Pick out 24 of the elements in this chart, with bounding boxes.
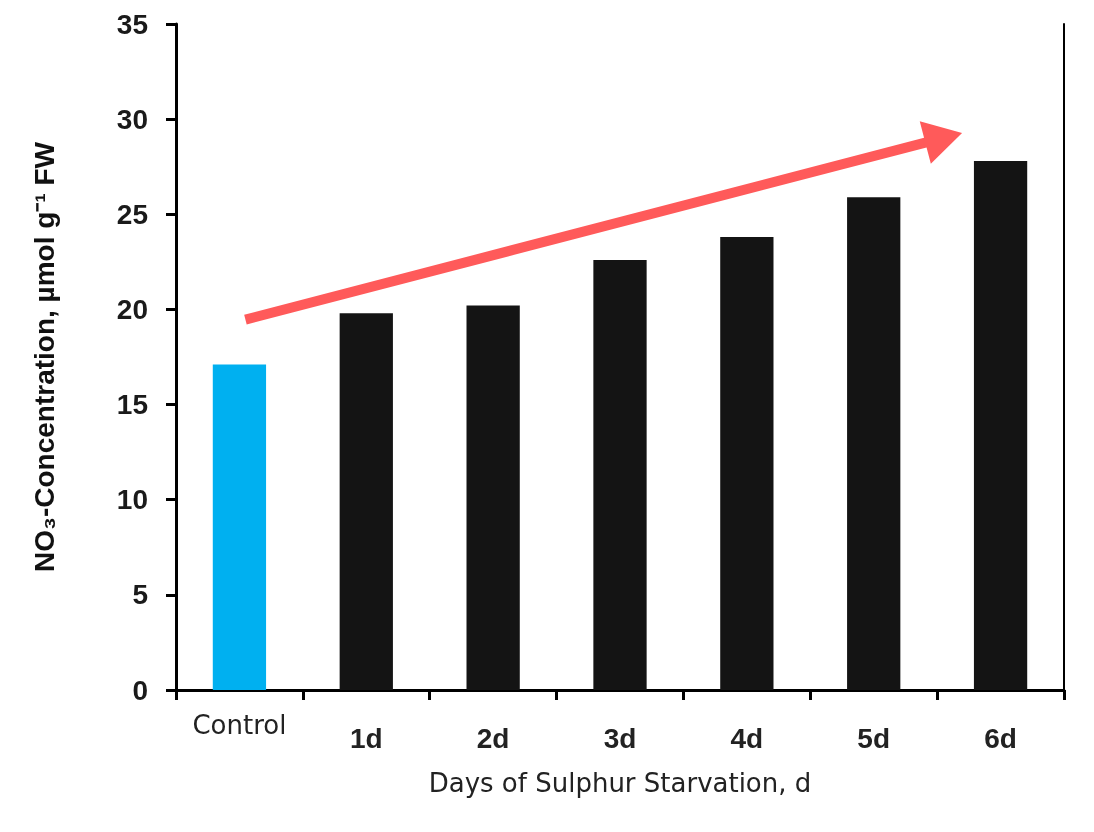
y-tick-label: 0 [132,674,148,706]
y-tick-label: 10 [116,484,148,516]
x-tick-label: Control [192,710,287,740]
bar [339,313,393,690]
x-tick-label: 2d [476,722,510,754]
bar [212,364,267,690]
x-tick-label: 4d [730,722,764,754]
x-tick-label: 3d [603,722,637,754]
y-tick-label: 35 [116,8,148,40]
y-tick-label: 30 [116,103,148,135]
bar [973,161,1028,690]
bar [847,197,901,690]
y-tick-label: 25 [116,198,148,230]
x-tick-label: 5d [857,722,891,754]
y-tick-label: 5 [132,579,148,611]
y-axis-title: NO₃-Concentration, µmol g⁻¹ FW [28,141,60,573]
y-tick-label: 15 [116,389,148,421]
bar [593,259,647,690]
x-tick-label: 1d [349,722,383,754]
x-axis-title: Days of Sulphur Starvation, d [428,768,812,798]
x-tick-label: 6d [984,722,1017,754]
bar [720,237,774,690]
bar [466,305,520,690]
y-tick-label: 20 [116,293,148,325]
